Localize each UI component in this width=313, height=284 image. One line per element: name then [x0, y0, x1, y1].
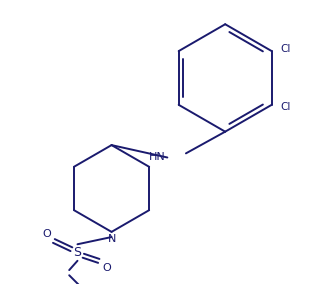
Text: Cl: Cl	[280, 102, 290, 112]
Text: O: O	[102, 263, 111, 273]
Text: N: N	[107, 234, 116, 244]
Text: S: S	[74, 246, 81, 259]
Text: Cl: Cl	[280, 44, 290, 54]
Text: HN: HN	[149, 153, 165, 162]
Text: O: O	[42, 229, 51, 239]
